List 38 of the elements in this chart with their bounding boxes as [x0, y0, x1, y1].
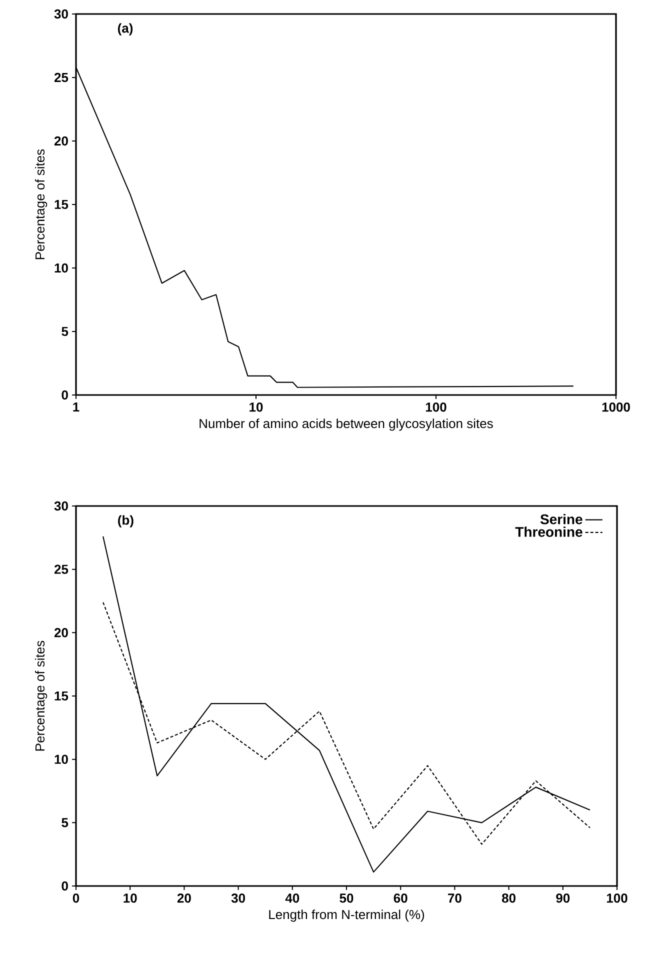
y-tick-label: 5: [62, 326, 68, 336]
x-tick-label: 1: [73, 402, 80, 412]
x-axis-title: Length from N-terminal (%): [269, 910, 424, 922]
x-tick-label: 1000: [602, 402, 630, 412]
y-tick-label: 0: [62, 390, 68, 400]
x-tick-label: 10: [250, 402, 263, 412]
line-series: [102, 536, 591, 873]
x-axis-title: Number of amino acids between glycosylation sites: [200, 418, 493, 431]
annotation: (b): [118, 515, 134, 528]
legend-label: Threonine: [515, 526, 582, 537]
x-tick-label: 10: [124, 894, 137, 903]
y-tick-label: 15: [54, 691, 68, 701]
y-axis-title: Percentage of sites: [35, 640, 48, 751]
x-tick-label: 30: [231, 894, 245, 903]
x-tick-label: 100: [426, 402, 446, 412]
y-tick-label: 5: [62, 818, 68, 828]
y-tick-label: 15: [54, 200, 68, 210]
y-tick-label: 25: [54, 72, 68, 82]
x-tick-label: 80: [502, 894, 516, 903]
y-tick-label: 30: [54, 501, 68, 511]
y-tick-label: 30: [54, 9, 68, 19]
x-tick-label: 70: [448, 894, 462, 903]
y-tick-label: 20: [54, 628, 68, 638]
y-tick-label: 20: [54, 136, 68, 146]
x-tick-label: 90: [556, 894, 570, 903]
x-tick-label: 50: [340, 894, 354, 903]
y-tick-label: 10: [54, 754, 68, 764]
x-tick-label: 0: [72, 894, 80, 903]
x-tick-label: 40: [285, 894, 300, 903]
legend-label: Serine: [540, 514, 582, 524]
x-tick-label: 100: [606, 894, 628, 903]
x-tick-label: 60: [394, 894, 408, 903]
y-tick-label: 0: [62, 881, 68, 891]
x-tick-label: 20: [177, 894, 191, 903]
annotation: (a): [118, 23, 133, 36]
y-tick-label: 25: [54, 564, 68, 574]
y-axis-title: Percentage of sites: [35, 149, 48, 260]
y-tick-label: 10: [54, 263, 68, 273]
